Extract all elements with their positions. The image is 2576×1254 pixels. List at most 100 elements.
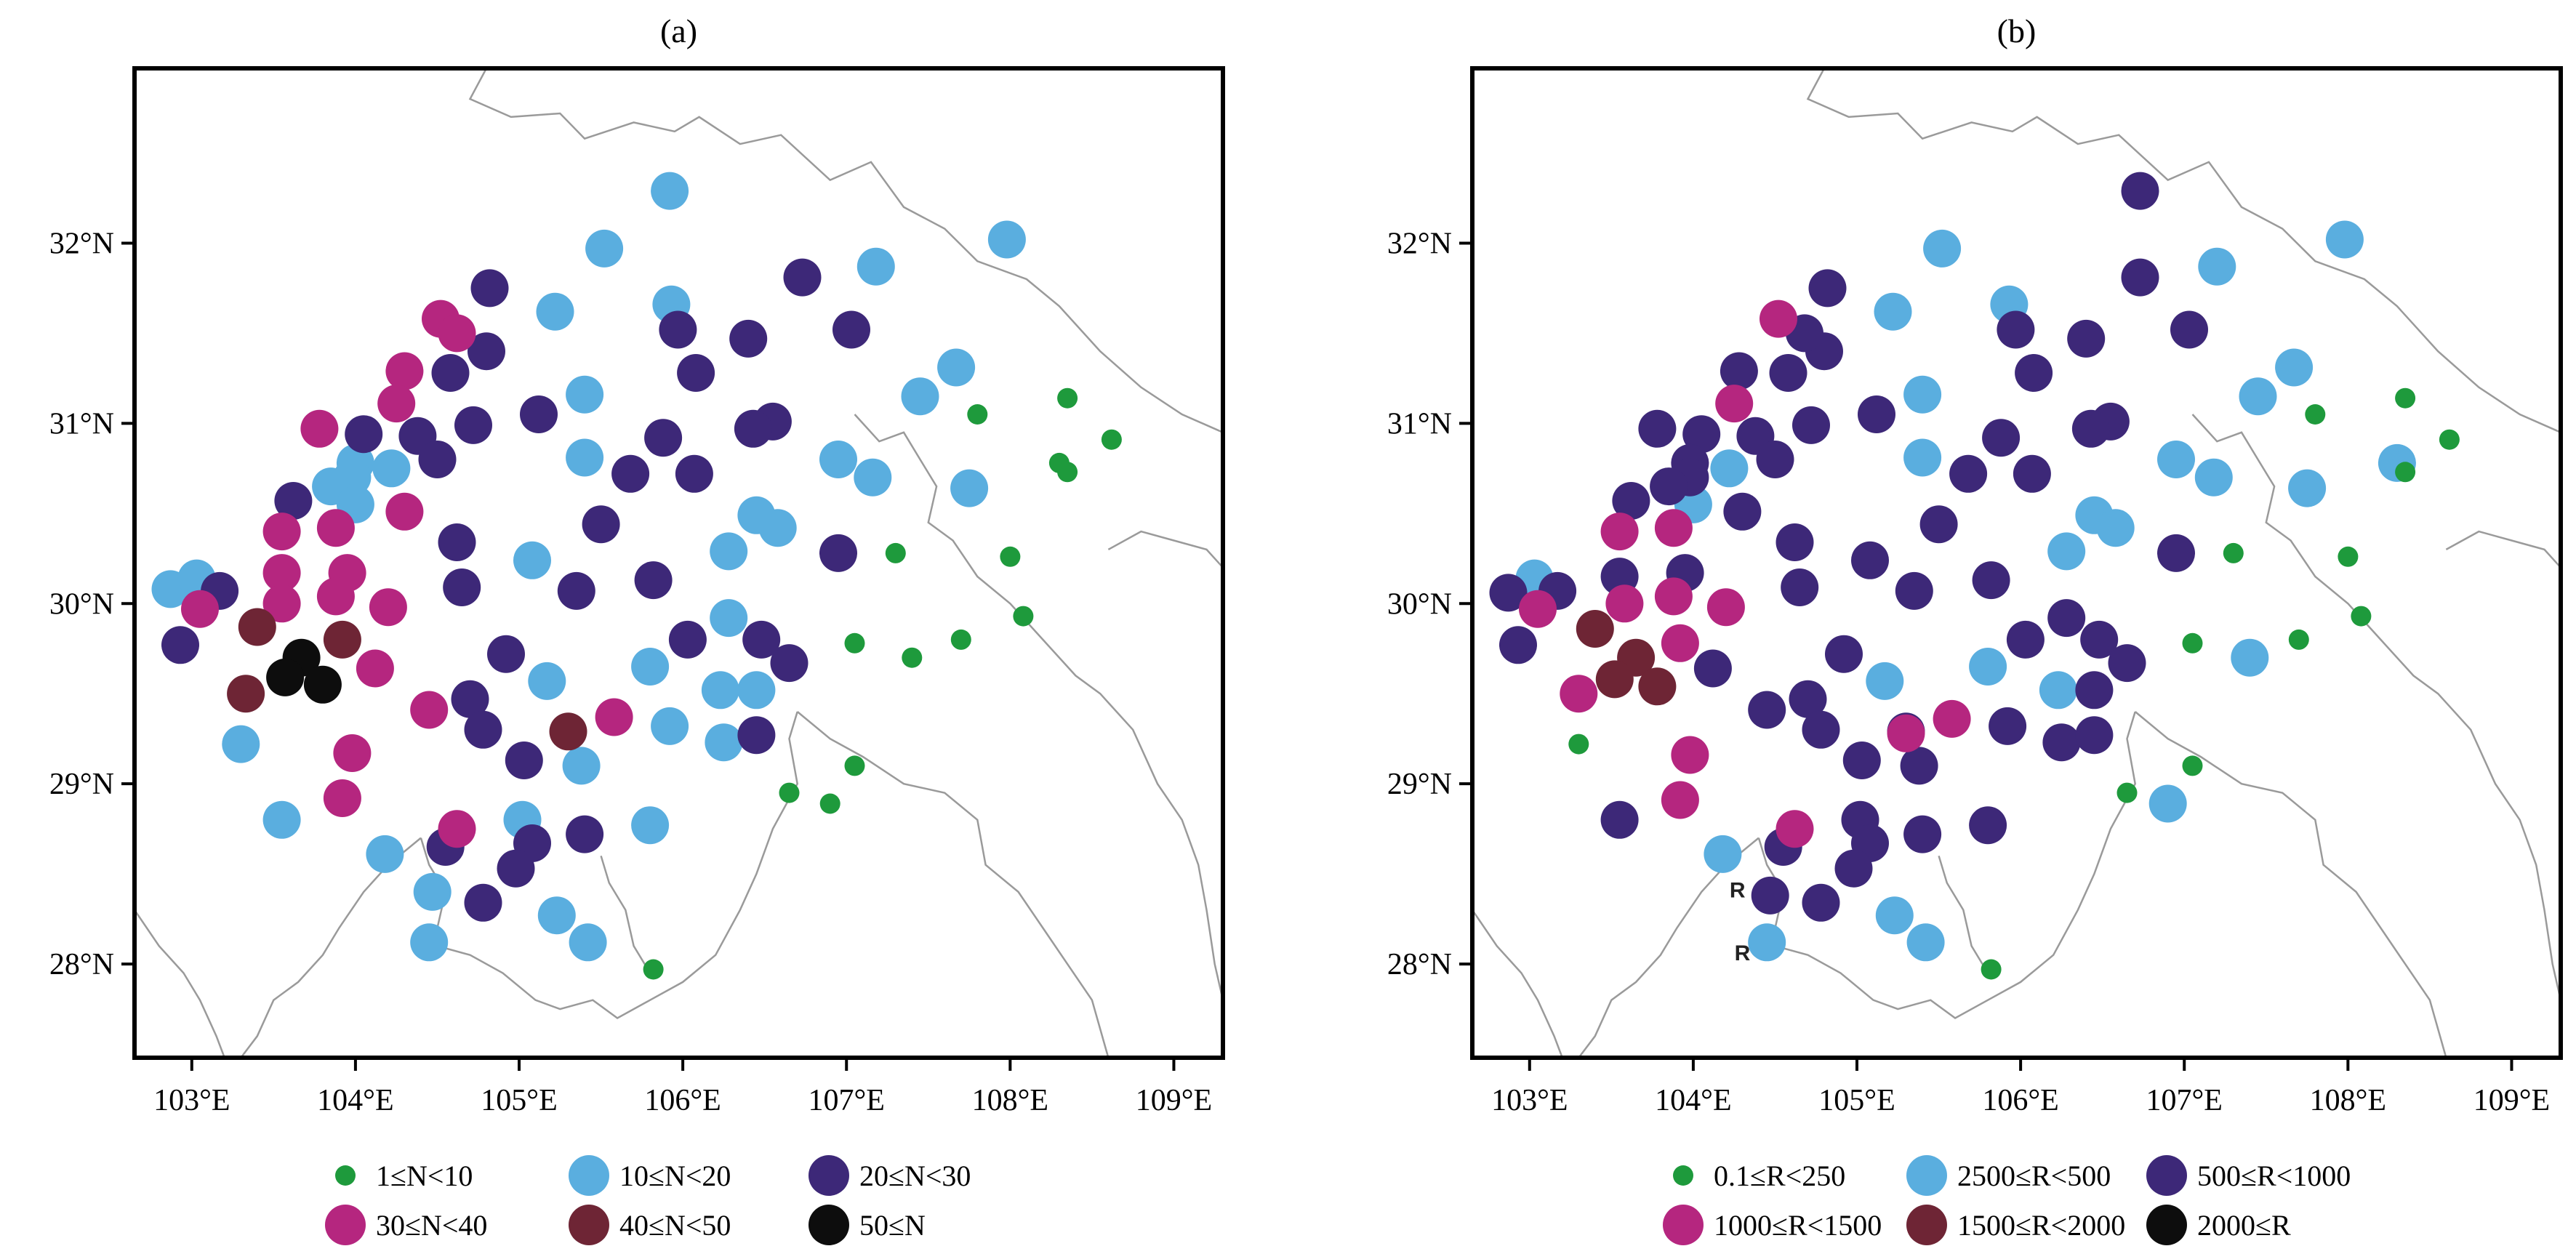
station-marker <box>418 441 457 478</box>
legend-label: 1500≤R<2000 <box>1957 1209 2125 1242</box>
station-marker <box>1661 781 1699 819</box>
station-marker <box>1900 747 1938 785</box>
station-marker <box>742 620 781 659</box>
station-marker <box>1895 571 1933 610</box>
station-marker <box>1842 741 1881 779</box>
station-marker <box>643 959 664 980</box>
station-marker <box>2157 534 2195 572</box>
station-marker <box>1775 523 1814 561</box>
station-marker <box>582 505 620 544</box>
lat-tick-label: 30°N <box>49 587 114 621</box>
station-marker <box>1560 675 1598 713</box>
station-marker <box>566 375 604 414</box>
legend-marker <box>1906 1155 1947 1196</box>
station-marker <box>1671 736 1709 774</box>
province-border <box>1578 837 1760 1058</box>
station-marker <box>377 385 416 423</box>
station-marker <box>1972 561 2010 600</box>
station-marker <box>819 534 857 572</box>
station-marker <box>369 588 407 627</box>
station-marker <box>323 779 361 817</box>
station-marker <box>611 454 650 493</box>
legend-marker <box>1673 1165 1693 1186</box>
station-marker <box>758 509 797 547</box>
lon-tick-label: 108°E <box>2310 1084 2386 1117</box>
lat-tick-label: 32°N <box>1387 227 1452 260</box>
legend-label: 2500≤R<500 <box>1957 1159 2111 1192</box>
province-border <box>1107 530 1223 568</box>
province-border <box>135 909 225 1058</box>
station-marker <box>1682 415 1721 454</box>
station-marker <box>1781 568 1819 606</box>
station-marker <box>1802 710 1840 749</box>
station-marker <box>1595 660 1634 699</box>
station-marker <box>885 542 906 563</box>
station-marker <box>634 561 673 600</box>
station-marker <box>1789 680 1827 718</box>
station-marker <box>710 599 748 638</box>
station-marker <box>566 438 604 477</box>
province-border <box>2134 711 2447 1058</box>
station-marker <box>819 793 840 814</box>
station-marker <box>987 220 1026 259</box>
station-marker <box>1576 610 1614 648</box>
station-marker <box>677 354 715 392</box>
station-marker <box>819 441 857 478</box>
station-marker <box>1751 876 1789 915</box>
station-marker <box>1923 229 1962 268</box>
legend-label: 40≤N<50 <box>619 1209 731 1242</box>
station-marker <box>1748 923 1786 962</box>
station-marker <box>2288 629 2309 650</box>
lon-tick-label: 106°E <box>644 1084 721 1117</box>
station-marker <box>1792 406 1830 444</box>
station-marker <box>1706 588 1745 627</box>
station-marker <box>1748 691 1786 729</box>
station-marker <box>2223 542 2244 563</box>
station-marker <box>345 415 383 454</box>
station-marker <box>2325 220 2364 259</box>
station-marker <box>2096 509 2135 547</box>
station-marker <box>2047 599 2086 638</box>
legend-label: 10≤N<20 <box>619 1159 731 1192</box>
station-marker <box>2015 354 2053 392</box>
lon-tick-label: 104°E <box>1655 1084 1731 1117</box>
legend-label: 50≤N <box>859 1209 926 1242</box>
station-marker <box>734 409 772 448</box>
station-marker <box>832 310 870 349</box>
station-marker <box>2075 716 2114 755</box>
plot-area <box>135 68 1223 1058</box>
station-marker <box>1769 354 1807 392</box>
legend-label: 2000≤R <box>2197 1209 2291 1242</box>
province-border <box>240 837 422 1058</box>
station-marker <box>2121 172 2159 210</box>
station-marker <box>783 258 822 297</box>
station-marker <box>1057 387 1078 409</box>
station-marker <box>967 404 988 425</box>
station-marker <box>262 800 301 839</box>
station-marker <box>557 571 595 610</box>
station-marker <box>1851 541 1889 579</box>
station-marker <box>644 419 683 457</box>
station-marker <box>2013 454 2051 493</box>
lon-tick-label: 107°E <box>2146 1084 2223 1117</box>
province-border <box>600 855 651 974</box>
station-marker <box>2148 784 2187 823</box>
legend-label: 500≤R<1000 <box>2197 1159 2351 1192</box>
station-marker <box>1638 667 1677 706</box>
station-marker <box>2080 620 2119 659</box>
station-marker <box>901 377 939 416</box>
station-marker <box>651 707 689 745</box>
station-marker <box>520 395 558 433</box>
lon-tick-label: 104°E <box>317 1084 393 1117</box>
station-marker <box>536 292 574 331</box>
station-marker <box>1605 584 1644 623</box>
lat-tick-label: 31°N <box>49 407 114 441</box>
station-marker <box>1981 959 2002 980</box>
station-marker <box>2170 310 2208 349</box>
station-marker <box>779 782 800 803</box>
station-marker <box>856 247 895 286</box>
station-marker <box>705 723 743 762</box>
legend-label: 30≤N<40 <box>376 1209 487 1242</box>
station-marker <box>2439 429 2460 450</box>
